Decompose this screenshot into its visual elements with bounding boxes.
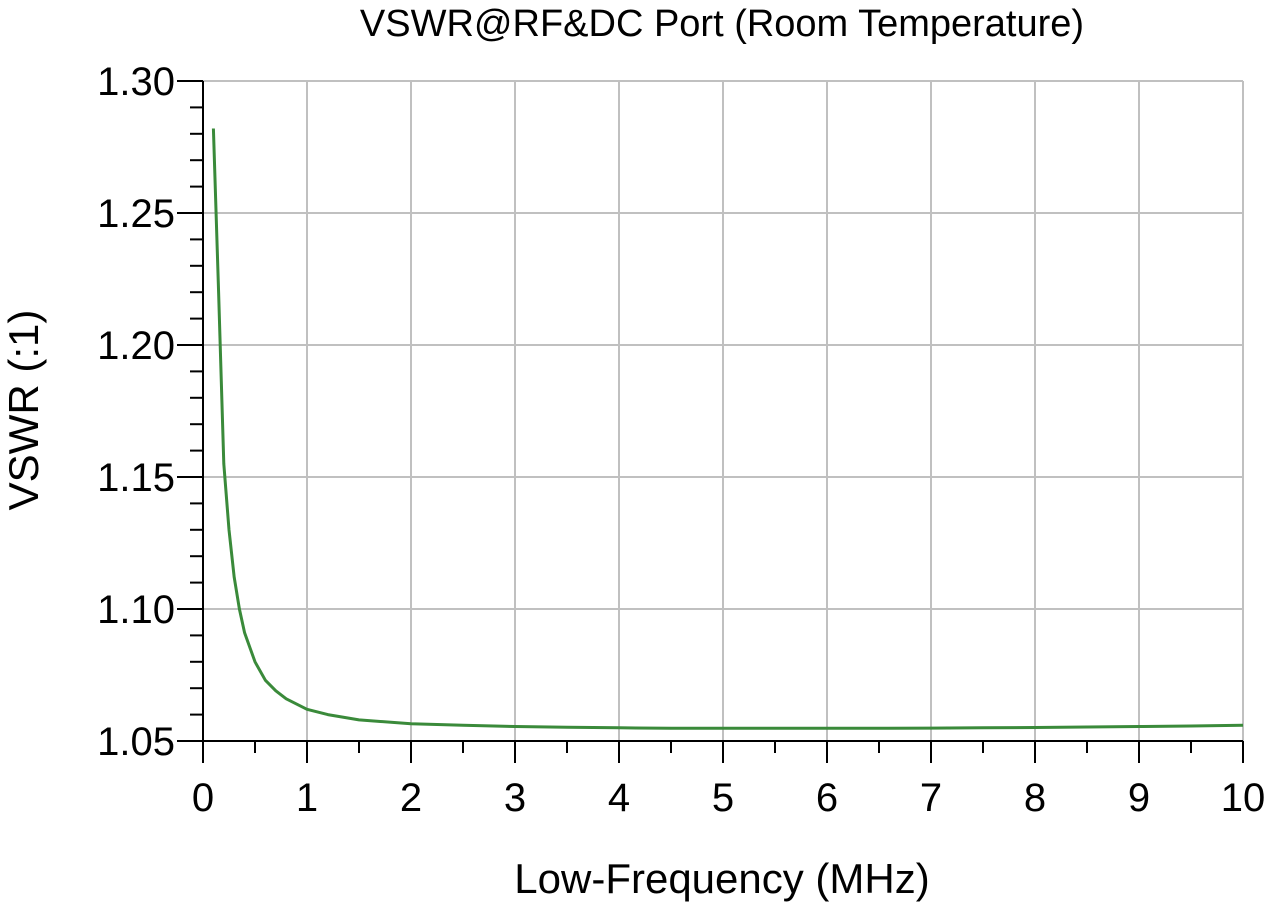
y-tick-label: 1.10 bbox=[97, 588, 175, 632]
x-tick-label: 1 bbox=[296, 776, 318, 820]
grid bbox=[203, 80, 1244, 741]
x-tick-label: 4 bbox=[608, 776, 630, 820]
x-tick-label: 8 bbox=[1024, 776, 1046, 820]
x-tick-label: 6 bbox=[816, 776, 838, 820]
x-tick-label: 9 bbox=[1128, 776, 1150, 820]
x-tick-label: 10 bbox=[1221, 776, 1266, 820]
y-tick-labels: 1.05 1.10 1.15 1.20 1.25 1.30 bbox=[97, 60, 175, 764]
x-tick-labels: 0 1 2 3 4 5 6 7 8 9 10 bbox=[192, 776, 1265, 820]
x-axis-title: Low-Frequency (MHz) bbox=[514, 855, 929, 902]
series-line bbox=[211, 128, 1244, 730]
axes bbox=[177, 80, 1244, 763]
y-tick-label: 1.15 bbox=[97, 456, 175, 500]
x-tick-label: 2 bbox=[400, 776, 422, 820]
y-tick-label: 1.20 bbox=[97, 324, 175, 368]
y-tick-label: 1.25 bbox=[97, 192, 175, 236]
x-tick-label: 5 bbox=[712, 776, 734, 820]
y-tick-label: 1.30 bbox=[97, 60, 175, 104]
x-tick-label: 7 bbox=[920, 776, 942, 820]
minor-ticks bbox=[190, 106, 1192, 753]
x-tick-label: 0 bbox=[192, 776, 214, 820]
y-axis-title: VSWR (:1) bbox=[0, 310, 47, 511]
series-group bbox=[211, 128, 1244, 730]
y-tick-label: 1.05 bbox=[97, 720, 175, 764]
x-tick-label: 3 bbox=[504, 776, 526, 820]
chart-title: VSWR@RF&DC Port (Room Temperature) bbox=[360, 3, 1084, 45]
